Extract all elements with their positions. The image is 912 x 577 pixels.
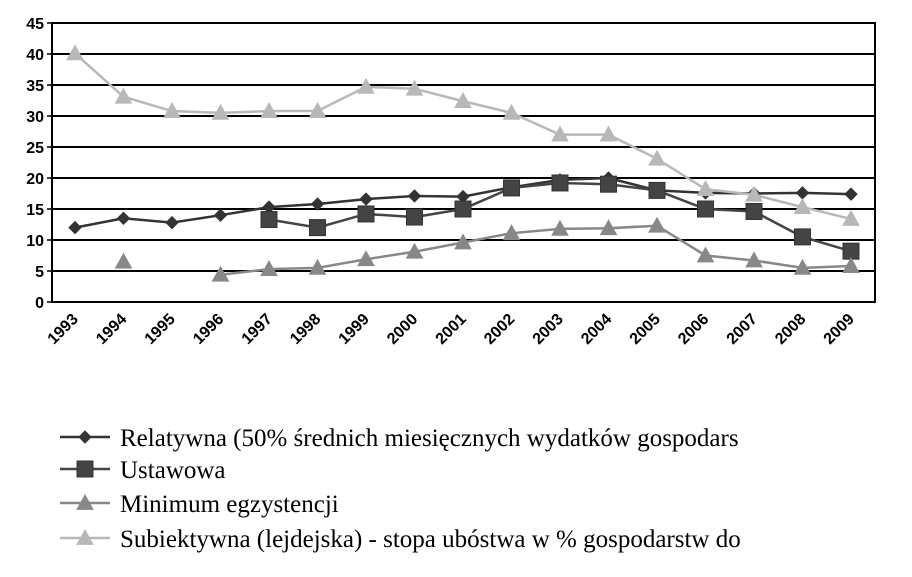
data-point (407, 189, 422, 203)
data-point (357, 250, 375, 267)
x-tick-label: 1993 (45, 311, 82, 348)
legend-marker (76, 528, 94, 545)
series-line (220, 224, 852, 276)
data-point (68, 220, 82, 235)
data-point (260, 211, 278, 229)
data-point (842, 242, 860, 260)
data-point (308, 258, 327, 275)
data-point (795, 186, 810, 200)
y-tick-label: 15 (26, 202, 44, 219)
data-point (454, 200, 472, 218)
y-tick-label: 30 (26, 109, 44, 126)
x-tick-label: 1997 (239, 311, 276, 348)
data-point (600, 175, 617, 193)
data-point (260, 102, 278, 118)
y-tick-label: 45 (26, 16, 44, 33)
data-point (114, 87, 133, 104)
data-point (551, 125, 569, 142)
data-point (357, 77, 375, 94)
data-point (211, 265, 230, 282)
x-tick-label: 2004 (578, 311, 615, 348)
data-point (503, 179, 520, 197)
data-point (163, 102, 181, 118)
data-point (357, 205, 375, 223)
data-point (551, 219, 569, 236)
data-point (648, 181, 666, 199)
data-point (697, 200, 714, 218)
data-point (648, 149, 666, 166)
x-tick-label: 1996 (190, 311, 227, 348)
data-point (66, 44, 84, 61)
data-point (551, 174, 569, 192)
data-point (793, 258, 812, 275)
legend-marker (76, 460, 94, 478)
data-point (842, 257, 860, 273)
x-tick-label: 2005 (627, 311, 664, 348)
data-point (793, 198, 812, 215)
data-point (502, 103, 521, 120)
x-tick-label: 1994 (93, 311, 130, 348)
legend-label: Minimum egzystencji (120, 491, 339, 518)
legend-marker (78, 430, 92, 444)
data-point (745, 185, 763, 202)
y-tick-label: 10 (26, 233, 44, 250)
x-tick-label: 2001 (433, 311, 470, 348)
data-point (599, 219, 618, 236)
x-tick-label: 2003 (530, 311, 567, 348)
y-tick-label: 0 (35, 295, 44, 312)
y-tick-label: 35 (26, 78, 44, 95)
x-tick-label: 1999 (336, 311, 373, 348)
y-tick-label: 5 (35, 264, 44, 281)
data-point (454, 233, 472, 250)
data-point (599, 125, 618, 142)
data-point (310, 197, 325, 211)
x-tick-label: 2000 (384, 311, 421, 348)
data-point (842, 209, 860, 226)
y-tick-label: 20 (26, 171, 44, 188)
data-point (359, 192, 373, 206)
data-point (114, 252, 133, 269)
data-point (309, 219, 326, 237)
data-point (844, 187, 858, 201)
data-point (745, 202, 763, 220)
data-point (405, 242, 424, 259)
data-point (260, 260, 278, 277)
x-tick-label: 2002 (481, 311, 518, 348)
data-point (308, 102, 327, 118)
data-point (794, 228, 811, 246)
data-point (406, 208, 423, 226)
data-point (696, 180, 715, 197)
x-tick-label: 2008 (772, 311, 809, 348)
y-tick-label: 25 (26, 140, 44, 157)
legend-label: Relatywna (50% średnich miesięcznych wyd… (120, 425, 739, 452)
x-tick-label: 1998 (287, 311, 324, 348)
data-point (165, 215, 179, 230)
data-point (745, 251, 763, 268)
y-tick-label: 40 (26, 47, 44, 64)
data-point (454, 92, 472, 109)
legend-label: Ustawowa (120, 457, 226, 484)
x-tick-label: 2006 (675, 311, 712, 348)
data-point (116, 211, 131, 226)
data-point (648, 216, 666, 233)
data-point (502, 224, 521, 241)
data-point (211, 103, 230, 120)
data-point (696, 246, 715, 263)
x-tick-label: 2009 (821, 311, 858, 348)
legend-marker (76, 493, 94, 510)
legend-label: Subiektywna (lejdejska) - stopa ubóstwa … (120, 526, 741, 553)
data-point (405, 79, 424, 96)
x-tick-label: 2007 (724, 311, 761, 348)
x-tick-label: 1995 (142, 311, 179, 348)
plot-frame (51, 22, 876, 303)
data-point (213, 208, 228, 222)
